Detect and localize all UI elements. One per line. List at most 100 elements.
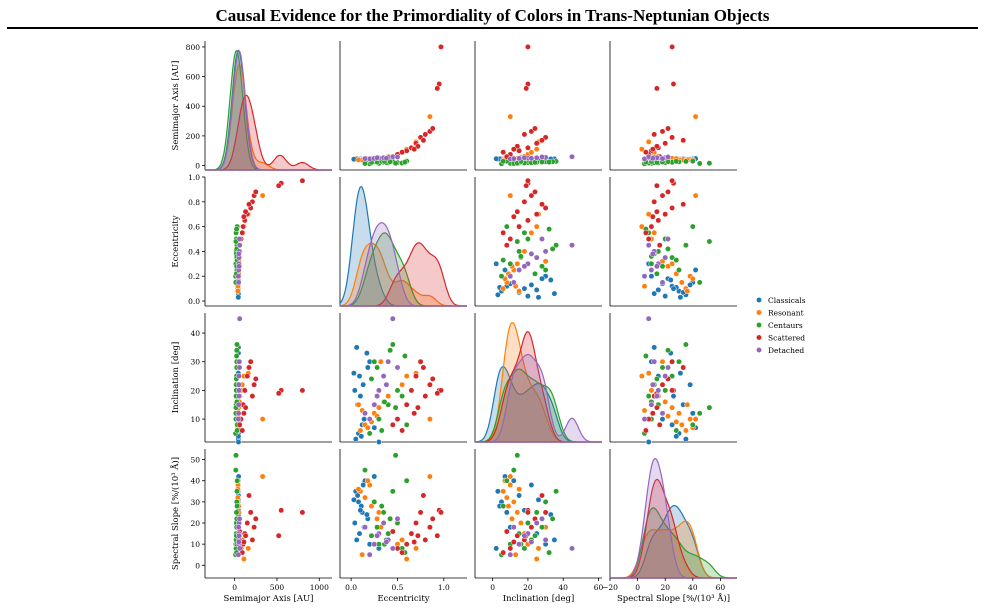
scatter-point-scattered [389,421,396,428]
scatter-point-detached [665,364,671,371]
scatter-point-resonant [505,503,512,510]
scatter-point-resonant [413,545,419,552]
scatter-point-classicals [361,416,368,423]
x-tick-label: 1000 [310,583,329,592]
scatter-point-scattered [417,509,424,516]
scatter-point-centaurs [676,267,682,273]
scatter-point-scattered [429,125,436,132]
scatter-point-scattered [239,427,246,434]
x-tick-label: 40 [558,583,568,592]
scatter-point-classicals [358,433,365,440]
y-tick-label: 20 [190,386,200,395]
scatter-point-centaurs [546,226,553,233]
scatter-point-detached [662,373,669,380]
scatter-point-scattered [411,410,418,417]
scatter-point-classicals [677,370,684,377]
scatter-point-scattered [651,198,658,205]
y-axis-label: Spectral Slope [%/(10³ Å)] [169,457,181,570]
scatter-point-centaurs [234,488,240,495]
scatter-point-detached [366,416,373,423]
scatter-point-resonant [509,515,515,522]
scatter-point-centaurs [539,159,545,165]
scatter-point-scattered [249,393,256,400]
x-tick-label: 0.0 [345,583,357,592]
scatter-point-detached [236,515,243,522]
scatter-point-resonant [399,536,406,543]
scatter-point-classicals [667,277,674,283]
scatter-point-classicals [670,393,677,400]
scatter-point-scattered [278,507,285,514]
scatter-point-resonant [426,473,433,480]
y-tick-label: 0.2 [188,272,200,281]
scatter-point-scattered [523,182,530,189]
scatter-point-detached [528,155,535,162]
scatter-point-centaurs [546,159,553,166]
scatter-point-classicals [670,285,677,292]
scatter-point-scattered [653,85,660,92]
scatter-point-scattered [426,381,433,388]
scatter-point-classicals [353,344,360,351]
scatter-point-detached [235,387,242,394]
scatter-point-resonant [514,260,521,267]
x-tick-label: 0 [635,583,640,592]
scatter-point-detached [389,545,396,552]
scatter-point-centaurs [696,160,703,167]
scatter-point-classicals [659,416,666,423]
y-tick-label: 1.0 [188,173,200,182]
scatter-point-detached [533,520,540,526]
scatter-point-scattered [500,149,507,156]
scatter-point-scattered [521,131,528,138]
scatter-point-detached [374,393,381,400]
scatter-point-detached [375,387,382,394]
legend-label-detached: Detached [768,346,804,355]
scatter-point-resonant [533,223,540,230]
scatter-point-scattered [434,532,441,539]
scatter-point-centaurs [233,226,240,233]
scatter-point-scattered [500,229,507,236]
panel-r0-c1 [339,41,467,171]
scatter-point-scattered [539,201,545,208]
scatter-point-scattered [524,509,531,516]
scatter-point-detached [539,154,545,160]
x-tick-label: 1.0 [438,583,450,592]
scatter-point-scattered [420,364,427,371]
scatter-point-scattered [239,229,246,236]
scatter-point-scattered [656,242,663,249]
scatter-point-scattered [653,208,660,215]
scatter-point-classicals [493,260,500,267]
x-axis-label: Spectral Slope [%/(10³ Å)] [617,592,730,604]
scatter-point-classicals [350,370,357,377]
x-axis-label: Semimajor Axis [AU] [224,594,314,604]
scatter-point-scattered [246,492,252,499]
scatter-point-centaurs [682,242,689,249]
scatter-point-scattered [669,387,676,394]
scatter-point-resonant [689,275,696,282]
scatter-point-detached [235,250,242,257]
scatter-point-scattered [299,509,306,516]
scatter-point-classicals [528,482,535,488]
scatter-point-resonant [514,509,521,516]
scatter-point-scattered [659,192,666,199]
scatter-point-classicals [352,436,359,443]
scatter-point-scattered [420,137,427,144]
scatter-point-classicals [669,421,676,428]
scatter-point-classicals [235,439,242,445]
scatter-point-detached [236,393,243,400]
scatter-point-scattered [524,217,531,224]
kde-curve-detached [340,222,467,307]
scatter-point-centaurs [362,160,368,167]
scatter-point-centaurs [659,364,666,371]
scatter-point-detached [521,532,528,539]
scatter-point-centaurs [510,467,517,474]
scatter-point-centaurs [387,347,394,354]
panel-r2-c2 [474,313,602,443]
scatter-point-resonant [533,146,540,153]
scatter-point-detached [649,381,656,388]
scatter-point-centaurs [673,427,680,434]
x-tick-label: 0.5 [392,583,404,592]
scatter-point-resonant [359,551,366,558]
scatter-point-detached [521,263,528,270]
scatter-point-scattered [420,492,427,499]
scatter-point-centaurs [233,509,240,516]
scatter-point-centaurs [371,358,378,365]
